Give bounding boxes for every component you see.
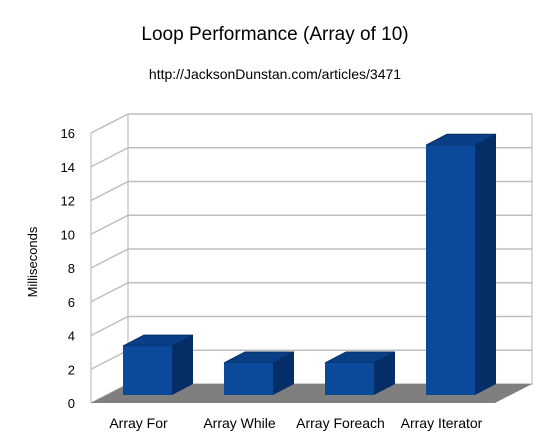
bar-side-2: [374, 351, 395, 395]
gridline-depth-2: [90, 315, 129, 337]
y-tick-label-6: 12: [61, 194, 75, 209]
y-tick-label-1: 2: [68, 362, 75, 377]
bar-side-0: [172, 335, 193, 395]
bar-2: [325, 362, 374, 395]
bar-side-3: [475, 134, 496, 395]
gridline-depth-6: [90, 180, 129, 202]
bar-1: [224, 362, 273, 395]
x-tick-label-3: Array Iterator: [401, 415, 483, 431]
y-tick-label-4: 8: [68, 261, 75, 276]
x-tick-label-2: Array Foreach: [296, 415, 385, 431]
y-tick-label-8: 16: [61, 126, 75, 141]
chart-title: Loop Performance (Array of 10): [141, 24, 408, 45]
y-tick-label-5: 10: [61, 227, 75, 242]
chart-floor: [91, 384, 532, 403]
chart-subtitle: http://JacksonDunstan.com/articles/3471: [149, 66, 401, 82]
gridline-depth-7: [90, 147, 129, 168]
bar-3: [426, 145, 475, 395]
bar-0: [123, 346, 172, 395]
gridline-depth-1: [90, 349, 129, 370]
x-tick-label-1: Array While: [203, 415, 276, 431]
y-tick-label-2: 4: [68, 329, 75, 344]
bar-side-1: [273, 351, 294, 395]
gridline-depth-8: [90, 113, 129, 134]
y-tick-label-7: 14: [61, 160, 75, 175]
gridline-depth-4: [90, 248, 129, 269]
gridline-depth-3: [90, 282, 129, 303]
y-tick-label-3: 6: [68, 295, 75, 310]
x-tick-label-0: Array For: [109, 415, 168, 431]
y-axis-label: Milliseconds: [25, 226, 40, 297]
plot-area: 0 2 4 6 8 10 12 14 16 Array For Array While Array F…: [61, 113, 533, 431]
y-tick-label-0: 0: [68, 396, 75, 411]
gridline-depth-5: [90, 214, 129, 235]
